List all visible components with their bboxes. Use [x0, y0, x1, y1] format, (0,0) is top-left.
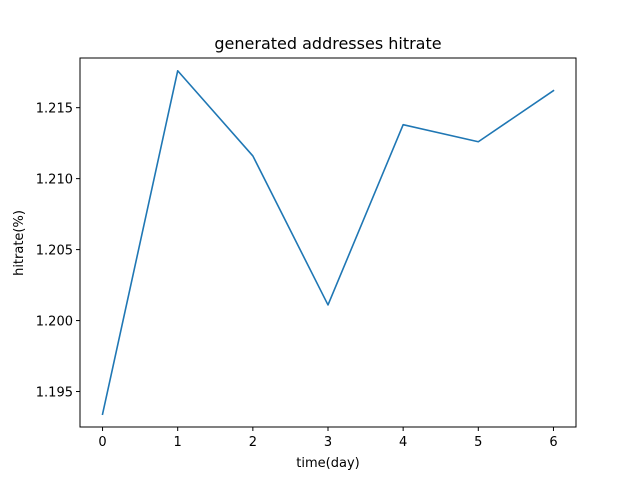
x-tick-label: 4 [399, 435, 407, 450]
y-tick-label: 1.195 [36, 386, 73, 401]
x-tick-label: 5 [474, 435, 482, 450]
plot-area [79, 57, 577, 428]
x-tick-label: 0 [98, 435, 106, 450]
y-tick-label: 1.215 [36, 102, 73, 117]
series-line-0 [101, 69, 555, 416]
y-tick-label: 1.200 [36, 315, 73, 330]
chart-title: generated addresses hitrate [214, 34, 441, 53]
x-tick-label: 6 [549, 435, 557, 450]
series-group [101, 69, 555, 416]
x-axis-label: time(day) [296, 456, 359, 471]
x-axis-ticks: 0 1 2 3 4 5 6 [98, 427, 558, 450]
y-axis-label: hitrate(%) [12, 210, 27, 276]
x-tick-label: 1 [174, 435, 182, 450]
y-axis-ticks: 1.195 1.200 1.205 1.210 1.215 [36, 102, 80, 401]
plot-frame [79, 57, 577, 428]
y-tick-label: 1.210 [36, 173, 73, 188]
y-tick-label: 1.205 [36, 244, 73, 259]
x-tick-label: 3 [324, 435, 332, 450]
x-tick-label: 2 [249, 435, 257, 450]
